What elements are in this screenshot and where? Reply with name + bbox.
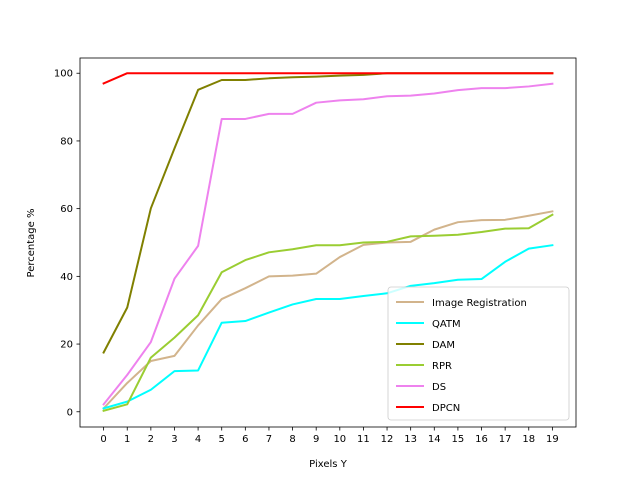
legend-label: QATM (432, 319, 461, 330)
legend-label: Image Registration (432, 298, 527, 309)
x-tick-label: 0 (100, 434, 106, 445)
y-tick-label: 60 (60, 204, 73, 215)
legend-box (387, 286, 570, 421)
legend-label: DS (432, 382, 446, 393)
x-tick-label: 10 (333, 434, 346, 445)
x-tick-label: 12 (381, 434, 394, 445)
x-tick-label: 13 (404, 434, 417, 445)
x-tick-label: 5 (219, 434, 225, 445)
legend-label: DPCN (432, 403, 460, 414)
legend-label: RPR (432, 361, 452, 372)
x-tick-label: 14 (428, 434, 441, 445)
axes-layer: 0 1 2 3 4 5 6 7 8 9 10 11 12 13 14 15 16 17 18 190204060801… (54, 57, 577, 445)
x-tick-label: 4 (195, 434, 201, 445)
x-tick-label: 11 (357, 434, 370, 445)
x-axis-label: Pixels Y (309, 459, 348, 470)
series-layer (102, 72, 554, 412)
x-tick-label: 3 (171, 434, 177, 445)
legend-label: DAM (432, 340, 455, 351)
x-tick-label: 9 (313, 434, 319, 445)
y-tick-label: 20 (60, 340, 73, 351)
series-line-0 (102, 210, 554, 410)
x-tick-label: 8 (289, 434, 295, 445)
plot-frame (79, 57, 577, 428)
x-tick-label: 18 (522, 434, 535, 445)
x-tick-label: 1 (124, 434, 130, 445)
x-tick-label: 6 (242, 434, 248, 445)
legend: Image Registration QATM DAM RPR DS DPCN (387, 286, 570, 421)
series-line-1 (102, 244, 554, 410)
x-tick-label: 7 (266, 434, 272, 445)
y-tick-label: 100 (54, 69, 73, 80)
x-tick-label: 17 (499, 434, 512, 445)
x-tick-label: 16 (475, 434, 488, 445)
series-line-3 (102, 213, 554, 412)
x-tick-label: 15 (452, 434, 465, 445)
series-line-4 (102, 82, 554, 406)
y-tick-label: 0 (67, 407, 73, 418)
x-tick-label: 2 (148, 434, 154, 445)
y-tick-label: 80 (60, 136, 73, 147)
y-tick-label: 40 (60, 272, 73, 283)
x-tick-label: 19 (546, 434, 559, 445)
series-line-5 (102, 72, 554, 85)
y-axis-label: Percentage % (26, 209, 37, 278)
